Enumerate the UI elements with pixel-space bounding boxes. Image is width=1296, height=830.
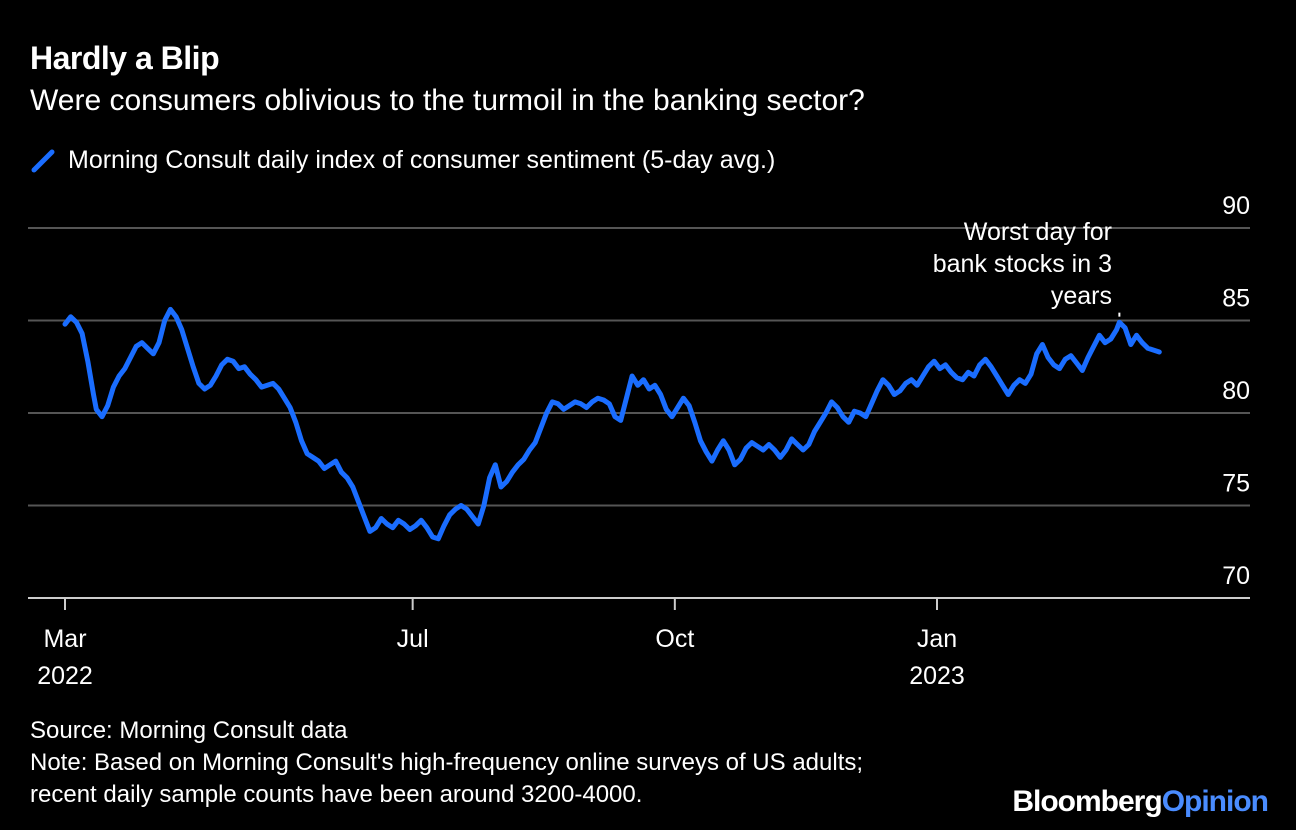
note-text-line1: Note: Based on Morning Consult's high-fr…	[30, 749, 864, 776]
y-tick-label-90: 90	[1222, 192, 1250, 220]
x-tick-label-jan: Jan	[917, 625, 957, 653]
x-tick-sublabel-2022: 2022	[37, 662, 93, 690]
source-text: Source: Morning Consult data	[30, 717, 348, 744]
chart-footer: Source: Morning Consult data Note: Based…	[30, 715, 863, 811]
chart-title: Hardly a Blip	[30, 40, 220, 76]
note-text-line2: recent daily sample counts have been aro…	[30, 781, 643, 808]
series-line-0	[62, 306, 1162, 542]
x-tick-sublabel-2023: 2023	[909, 662, 965, 690]
y-tick-label-85: 85	[1222, 285, 1250, 313]
x-tick-label-mar: Mar	[43, 625, 86, 653]
x-tick-label-oct: Oct	[655, 625, 694, 653]
brand-logo: BloombergOpinion	[1012, 785, 1269, 818]
legend-line-icon	[31, 149, 55, 172]
chart-subtitle: Were consumers oblivious to the turmoil …	[30, 84, 865, 117]
x-tick-label-jul: Jul	[397, 625, 429, 653]
chart-legend: Morning Consult daily index of consumer …	[30, 146, 775, 175]
y-tick-label-75: 75	[1222, 470, 1250, 498]
annotation-text-line-2: years	[1051, 282, 1112, 310]
legend-label: Morning Consult daily index of consumer …	[68, 146, 776, 174]
annotation-text-line-0: Worst day for	[964, 218, 1112, 246]
annotation-text-line-1: bank stocks in 3	[933, 250, 1112, 278]
y-tick-label-70: 70	[1222, 562, 1250, 590]
y-tick-label-80: 80	[1222, 377, 1250, 405]
